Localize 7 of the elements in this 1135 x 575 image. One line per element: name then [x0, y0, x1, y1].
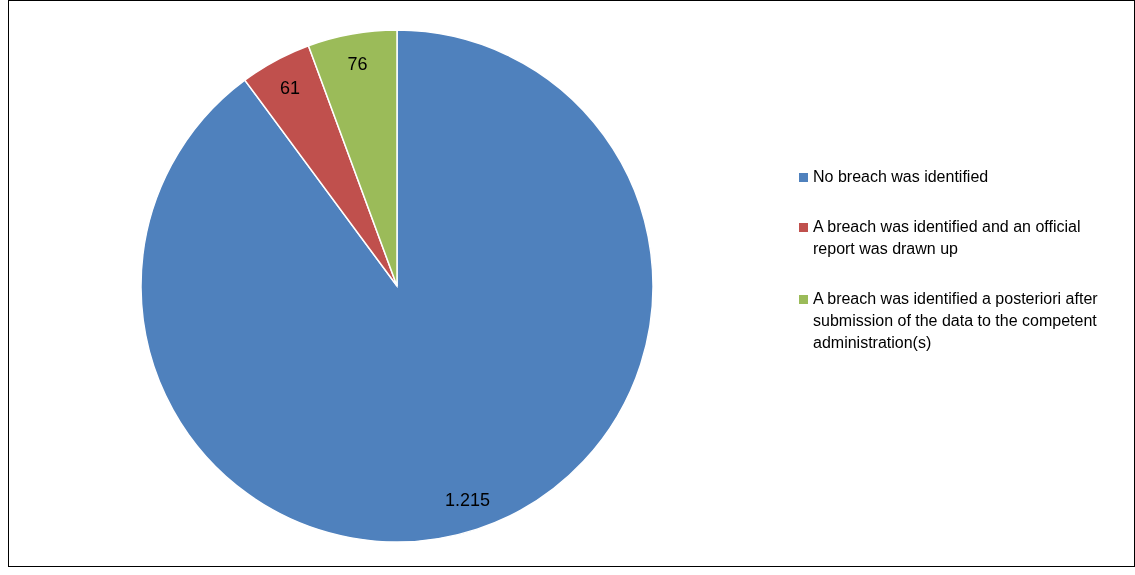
- legend-label: No breach was identified: [813, 166, 989, 187]
- pie-slice: [140, 29, 654, 543]
- legend-label: A breach was identified a posteriori after submission of the data to the competent administration(s): [813, 288, 1099, 353]
- data-label: 61: [279, 77, 301, 98]
- legend-label: A breach was identified and an official report was drawn up: [813, 216, 1082, 259]
- data-label: 1.215: [444, 489, 491, 510]
- data-label: 76: [347, 54, 368, 75]
